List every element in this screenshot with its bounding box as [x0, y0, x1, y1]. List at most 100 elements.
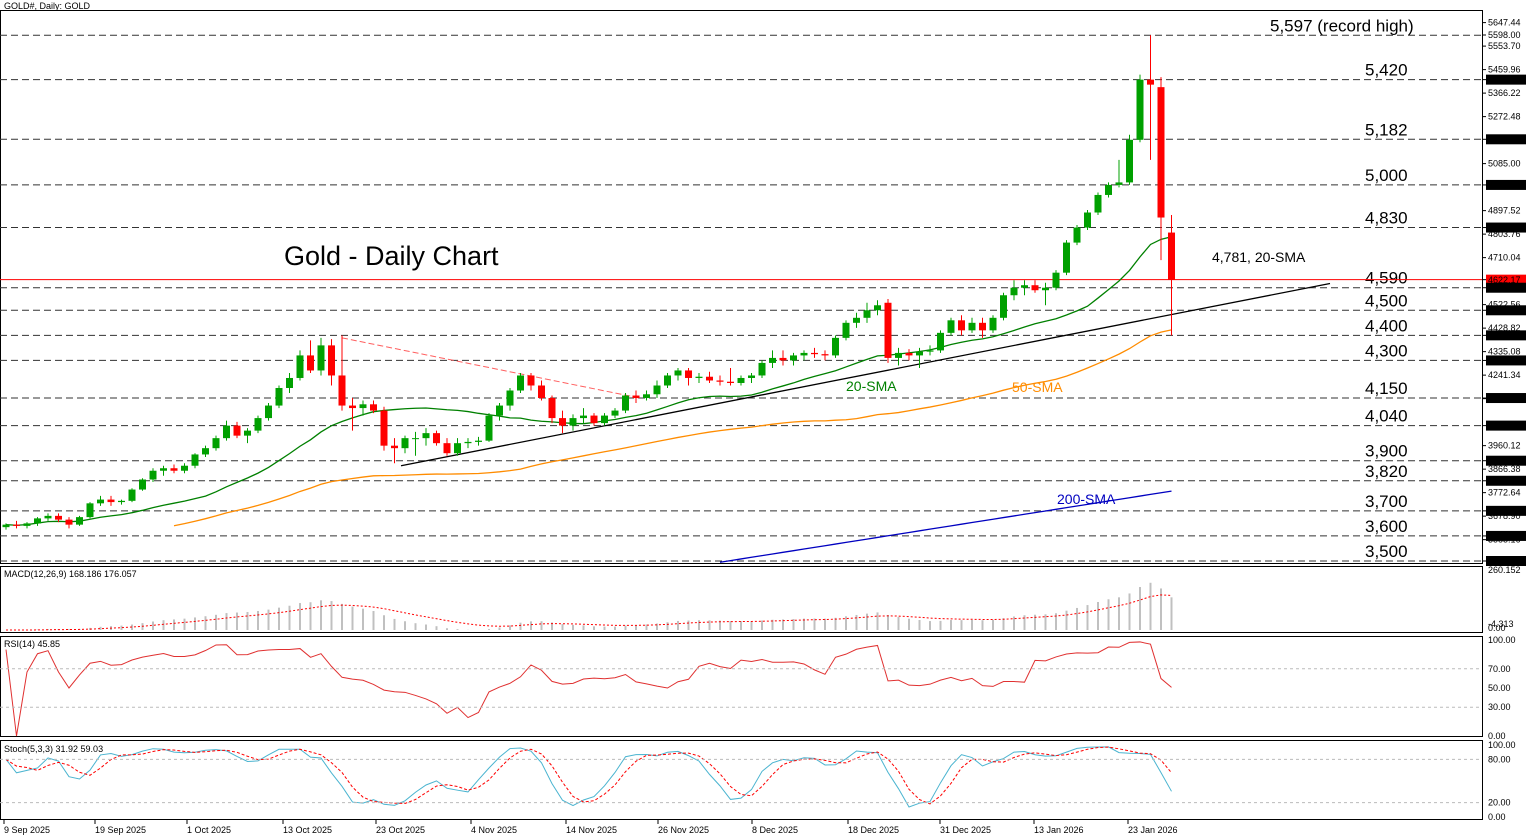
axis-price-label: 5598.00	[1488, 30, 1521, 40]
candle-body	[128, 489, 136, 501]
candle-body	[149, 470, 157, 480]
x-label: 18 Dec 2025	[848, 825, 899, 835]
axis-price-label: 4590.00	[1488, 283, 1521, 293]
x-label: 14 Nov 2025	[566, 825, 617, 835]
axis-price-label: 4335.08	[1488, 347, 1521, 357]
x-label: 26 Nov 2025	[658, 825, 709, 835]
sma20-value-annotation: 4,781, 20-SMA	[1212, 249, 1306, 265]
candle-body	[2, 524, 10, 528]
stoch-k-line	[5, 746, 1172, 808]
axis-price-label: 4897.52	[1488, 206, 1521, 216]
x-label: 31 Dec 2025	[940, 825, 991, 835]
candle-body	[832, 337, 839, 356]
candle-body	[244, 430, 251, 436]
candle-body	[884, 302, 892, 358]
candle-body	[842, 322, 850, 338]
axis-price-label: 4710.04	[1488, 253, 1521, 263]
candle-body	[76, 517, 83, 525]
candle-body	[1042, 287, 1049, 291]
candle-body	[769, 357, 776, 363]
candle-body	[202, 448, 209, 455]
x-label: 8 Dec 2025	[752, 825, 798, 835]
axis-price-label: 3866.38	[1488, 464, 1521, 474]
axis-price-box	[1486, 505, 1526, 516]
axis-price-label: 5000.00	[1488, 180, 1521, 190]
candle-body	[223, 425, 230, 439]
axis-price-label: 4150.00	[1488, 394, 1521, 404]
axis-price-label: 3960.12	[1488, 441, 1521, 451]
candle-body	[968, 322, 976, 331]
candle-body	[916, 351, 923, 356]
rsi-axis-label: 30.00	[1488, 702, 1511, 712]
level-label: 3,900	[1365, 442, 1408, 461]
axis-price-label: 5647.44	[1488, 18, 1521, 28]
axis-price-box	[1486, 134, 1526, 145]
rsi-axis-label: 50.00	[1488, 683, 1511, 693]
x-label: 1 Oct 2025	[187, 825, 231, 835]
x-label: 19 Sep 2025	[95, 825, 146, 835]
candle-body	[233, 425, 241, 436]
axis-price-label: 5085.00	[1488, 159, 1521, 169]
macd-axis-label: 0.00	[1488, 623, 1506, 633]
candle-body	[653, 385, 661, 395]
candle-body	[1084, 212, 1091, 228]
axis-price-label: 4428.82	[1488, 323, 1521, 333]
candle-body	[328, 345, 335, 376]
macd-label: MACD(12,26,9) 168.186 176.057	[4, 569, 137, 579]
rsi-axis-label: 0.00	[1488, 731, 1506, 741]
candle-body	[821, 354, 829, 356]
axis-price-label: 3678.90	[1488, 511, 1521, 521]
candle-body	[370, 404, 377, 411]
candle-body	[23, 523, 31, 526]
axis-price-label: 5182.00	[1488, 135, 1521, 145]
candle-body	[380, 410, 388, 446]
level-label: 4,590	[1365, 269, 1408, 288]
candle-body	[401, 438, 409, 449]
candle-body	[391, 445, 398, 449]
uptrend-line	[400, 282, 1331, 467]
axis-price-label: 3600.00	[1488, 531, 1521, 541]
candle-body	[559, 418, 566, 426]
candle-body	[349, 405, 356, 409]
macd-signal-line	[6, 594, 1172, 631]
axis-price-box	[1486, 355, 1526, 366]
axis-price-label: 3900.00	[1488, 456, 1521, 466]
axis-price-box	[1486, 222, 1526, 233]
candle-body	[611, 410, 619, 416]
candle-body	[475, 440, 482, 442]
axis-price-label: 3772.64	[1488, 488, 1521, 498]
axis-price-box	[1486, 393, 1526, 404]
level-label: 4,300	[1365, 341, 1408, 360]
candle-body	[181, 465, 188, 471]
level-label: 4,500	[1365, 291, 1408, 310]
candle-body	[1021, 285, 1028, 288]
candle-body	[160, 468, 167, 471]
axis-price-box	[1486, 556, 1526, 566]
candle-body	[1063, 242, 1070, 273]
level-label: 3,700	[1365, 492, 1408, 511]
candle-body	[506, 390, 514, 406]
axis-price-label: 4241.34	[1488, 370, 1521, 380]
candle-body	[716, 380, 724, 382]
axis-price-box	[1486, 455, 1526, 466]
axis-price-box	[1486, 530, 1526, 541]
axis-price-label: 4300.00	[1488, 356, 1521, 366]
level-label: 5,420	[1365, 61, 1408, 80]
axis-price-label: 4500.00	[1488, 306, 1521, 316]
candle-body	[496, 405, 503, 416]
candle-body	[685, 370, 692, 378]
candle-body	[1126, 139, 1133, 183]
candle-body	[569, 418, 577, 426]
candle-body	[139, 479, 146, 490]
axis-price-box	[1486, 420, 1526, 431]
candle-body	[212, 438, 220, 449]
candle-body	[979, 322, 986, 331]
price-panel	[0, 10, 1483, 564]
axis-price-label: 5459.96	[1488, 65, 1521, 75]
candle-body	[527, 375, 535, 386]
sma20-annotation: 20-SMA	[846, 378, 897, 394]
x-label: 13 Oct 2025	[283, 825, 332, 835]
stoch-axis-label: 100.00	[1488, 740, 1516, 750]
candle-body	[548, 398, 556, 419]
